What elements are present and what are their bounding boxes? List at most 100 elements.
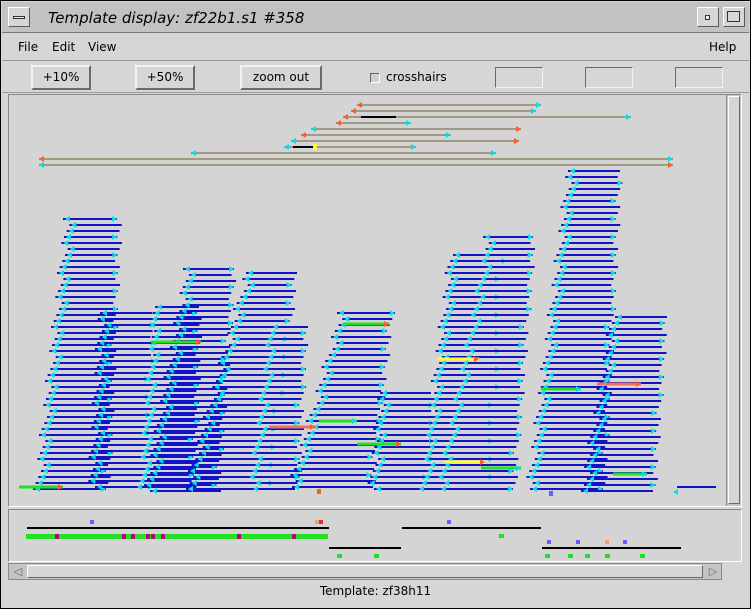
consensus-plot[interactable] (9, 510, 741, 561)
tag-marker (607, 368, 613, 374)
tag-marker (528, 474, 534, 480)
tag-marker (171, 362, 177, 368)
tag-marker (40, 474, 46, 480)
tag-marker (535, 420, 541, 426)
consensus-dot (447, 520, 451, 524)
tag-marker (538, 432, 544, 438)
tag-marker (37, 480, 43, 486)
tag-marker (668, 162, 673, 168)
tag-marker (69, 246, 75, 252)
tag-marker (595, 428, 601, 434)
tag-marker (145, 442, 151, 448)
tag-marker (175, 320, 181, 326)
tag-marker (446, 270, 452, 276)
crosshairs-checkbox[interactable] (370, 73, 380, 83)
tag-marker (548, 312, 554, 318)
menu-help[interactable]: Help (709, 40, 737, 54)
tag-marker (165, 392, 171, 398)
tag-marker (617, 180, 623, 186)
tag-marker (228, 284, 234, 290)
tag-marker (168, 404, 174, 410)
tag-marker (269, 372, 275, 378)
tag-marker (261, 408, 267, 414)
tag-marker (246, 288, 251, 294)
tag-marker (235, 306, 240, 312)
zoom-50-button[interactable]: +50% (135, 65, 195, 90)
tag-marker (98, 364, 104, 370)
tag-marker (51, 348, 57, 354)
tag-marker (162, 398, 168, 404)
tag-marker (147, 370, 153, 376)
consensus-dot (315, 520, 319, 524)
scroll-left-icon[interactable]: ◁ (13, 565, 23, 578)
readings-plot[interactable] (9, 95, 725, 505)
tag-marker (610, 288, 616, 294)
window-menu-button[interactable] (8, 7, 30, 27)
tag-marker (560, 228, 566, 234)
info-field-1[interactable] (495, 67, 543, 88)
tag-marker (50, 390, 56, 396)
tag-marker (555, 258, 561, 264)
tag-marker (373, 450, 379, 456)
tag-marker (516, 414, 522, 420)
tag-marker (238, 300, 244, 306)
maximize-button[interactable] (723, 7, 745, 27)
tag-marker (317, 388, 323, 394)
tag-marker (325, 376, 331, 382)
tag-marker (610, 216, 616, 222)
info-field-3[interactable] (675, 67, 723, 88)
tag-marker (294, 402, 300, 408)
horizontal-scrollbar[interactable]: ◁ ▷ (8, 563, 722, 580)
tag-marker (51, 408, 57, 414)
consensus-panel[interactable] (8, 509, 742, 562)
horizontal-scroll-thumb[interactable] (27, 565, 703, 578)
tag-marker (449, 420, 455, 426)
tag-marker (141, 430, 147, 436)
tag-marker (292, 472, 298, 478)
tag-marker (586, 464, 592, 470)
menu-view[interactable]: View (88, 40, 117, 54)
zoom-out-button[interactable]: zoom out (240, 65, 322, 90)
tag-marker (469, 330, 475, 336)
zoom-10-button[interactable]: +10% (31, 65, 91, 90)
consensus-good-mark (337, 554, 342, 558)
tag-marker (601, 398, 607, 404)
tag-marker (469, 348, 475, 354)
tag-marker (154, 310, 160, 316)
tag-marker (93, 448, 99, 454)
tag-marker (518, 342, 524, 348)
tag-marker (60, 288, 65, 294)
menu-edit[interactable]: Edit (52, 40, 76, 54)
tag-marker (485, 234, 490, 240)
vertical-scrollbar[interactable] (726, 95, 741, 506)
tag-marker (113, 306, 118, 312)
tag-marker (140, 454, 146, 460)
info-field-2[interactable] (585, 67, 633, 88)
minimize-button[interactable] (697, 7, 719, 27)
tag-marker (158, 422, 164, 428)
tag-marker (563, 240, 569, 246)
tag-marker (98, 388, 104, 394)
tag-marker (439, 324, 445, 330)
tag-marker (46, 420, 52, 426)
tag-marker (52, 366, 58, 372)
tag-marker (187, 278, 193, 284)
scroll-right-icon[interactable]: ▷ (708, 565, 718, 578)
tag-marker (458, 402, 464, 408)
menu-file[interactable]: File (18, 40, 39, 54)
tag-marker (157, 304, 162, 310)
consensus-problem-mark (131, 534, 135, 539)
tag-marker (187, 296, 193, 302)
tag-marker (516, 126, 521, 132)
tag-marker (376, 486, 381, 492)
tag-marker (563, 222, 569, 228)
tag-marker (517, 396, 523, 402)
consensus-dot (576, 540, 580, 544)
tag-marker (604, 392, 610, 398)
tag-marker (518, 324, 524, 330)
tag-marker (301, 384, 307, 390)
tag-marker (449, 264, 455, 270)
tag-marker (146, 418, 152, 424)
tag-marker (47, 378, 52, 384)
vertical-scroll-thumb[interactable] (728, 96, 740, 504)
